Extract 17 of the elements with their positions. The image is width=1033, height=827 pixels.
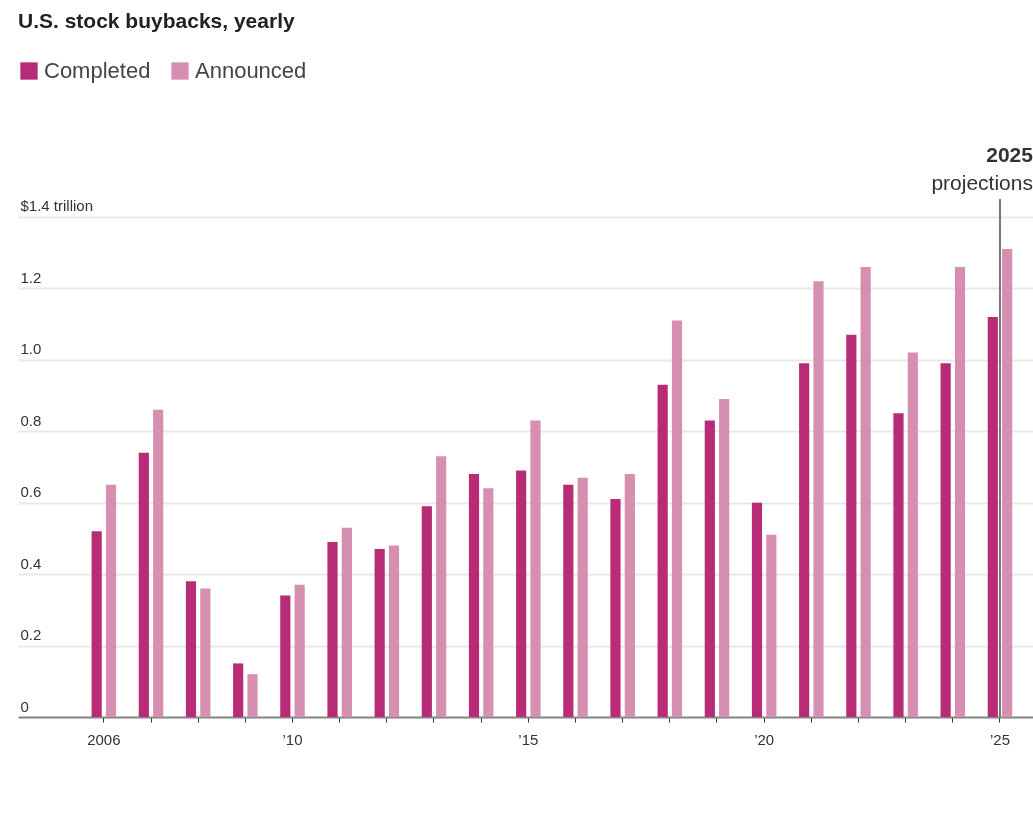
x-tick-label: ’25 xyxy=(989,730,1010,748)
x-tick-label: ’20 xyxy=(754,730,775,748)
x-tick-label: ’10 xyxy=(282,730,303,748)
ref-line-label: 2025 projections xyxy=(931,143,1033,194)
x-tick-label: 2006 xyxy=(87,730,121,748)
x-tick-label: ’15 xyxy=(518,730,539,748)
y-tick-label: 1.2 xyxy=(20,268,42,286)
chart-title: U.S. stock buybacks, yearly xyxy=(18,9,295,32)
y-tick-label: 1.0 xyxy=(20,340,42,358)
y-tick-label: 0.4 xyxy=(20,554,42,572)
y-tick-label: $1.4 trillion xyxy=(20,197,94,215)
y-tick-label: 0 xyxy=(20,697,29,715)
y-tick-label: 0.6 xyxy=(20,483,42,501)
y-tick-label: 0.2 xyxy=(20,626,42,644)
legend-label: Announced xyxy=(195,58,307,83)
legend-label: Completed xyxy=(44,58,151,83)
y-tick-label: 0.8 xyxy=(20,411,42,429)
